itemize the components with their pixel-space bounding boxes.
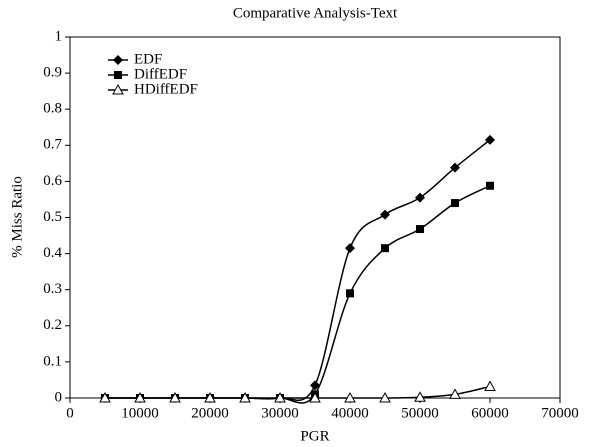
series-line xyxy=(105,139,491,402)
y-tick-label: 0.8 xyxy=(43,101,62,117)
x-tick-label: 40000 xyxy=(331,405,369,421)
y-tick-label: 0.2 xyxy=(43,317,62,333)
marker xyxy=(134,391,146,403)
marker xyxy=(415,192,425,203)
x-axis-label: PGR xyxy=(300,428,329,444)
x-tick-label: 50000 xyxy=(401,405,439,421)
marker xyxy=(204,391,216,403)
y-tick-label: 0 xyxy=(55,389,63,405)
marker xyxy=(414,391,426,402)
marker xyxy=(239,391,251,403)
x-tick-label: 70000 xyxy=(541,405,579,421)
series-line xyxy=(105,185,491,404)
x-tick-label: 0 xyxy=(66,405,74,421)
y-tick-label: 0.6 xyxy=(43,173,62,189)
y-tick-label: 0.1 xyxy=(43,353,62,369)
marker xyxy=(486,181,494,190)
marker xyxy=(416,225,424,234)
y-tick-label: 0.5 xyxy=(43,209,62,225)
y-tick-label: 0.3 xyxy=(43,281,62,297)
x-tick-label: 30000 xyxy=(261,405,299,421)
legend-marker xyxy=(113,55,123,65)
legend-marker xyxy=(112,83,124,95)
legend-label: HDiffEDF xyxy=(134,81,198,97)
x-tick-label: 60000 xyxy=(471,405,509,421)
legend-label: DiffEDF xyxy=(134,66,187,82)
marker xyxy=(380,209,390,220)
marker xyxy=(309,391,321,403)
marker xyxy=(449,388,461,399)
marker xyxy=(450,162,460,173)
marker xyxy=(274,391,286,403)
legend-label: EDF xyxy=(134,51,162,67)
marker xyxy=(379,391,391,403)
marker xyxy=(381,244,389,253)
marker xyxy=(310,380,320,391)
y-tick-label: 0.9 xyxy=(43,65,62,81)
marker xyxy=(485,134,495,145)
marker xyxy=(346,289,354,298)
x-tick-label: 20000 xyxy=(191,405,229,421)
y-axis-label: % Miss Ratio xyxy=(9,176,25,258)
marker xyxy=(344,391,356,403)
chart-title: Comparative Analysis-Text xyxy=(233,5,398,21)
marker xyxy=(99,391,111,403)
marker xyxy=(484,380,496,391)
legend-marker xyxy=(114,71,122,79)
y-tick-label: 0.4 xyxy=(43,245,62,261)
marker xyxy=(345,243,355,254)
series-line xyxy=(105,385,491,399)
x-tick-label: 10000 xyxy=(121,405,159,421)
marker xyxy=(169,391,181,403)
y-tick-label: 1 xyxy=(55,28,63,44)
y-tick-label: 0.7 xyxy=(43,137,62,153)
marker xyxy=(451,199,459,208)
